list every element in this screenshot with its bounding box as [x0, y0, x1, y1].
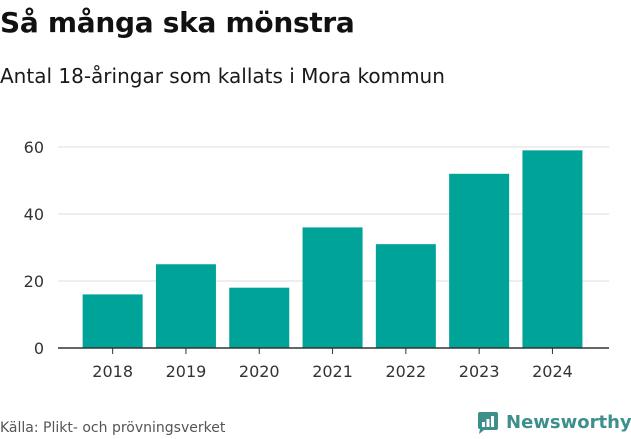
bar	[302, 227, 363, 348]
axes: 0 20 40 60 2018 2019 2020 2021 2022 2023 2024	[24, 138, 609, 381]
x-tick-label: 2020	[239, 362, 280, 381]
bar	[375, 244, 436, 348]
y-tick-label: 20	[24, 272, 44, 291]
x-tick-label: 2023	[459, 362, 500, 381]
x-tick-label: 2024	[532, 362, 573, 381]
bar	[155, 264, 216, 348]
source-note: Källa: Plikt- och prövningsverket	[0, 420, 226, 436]
x-tick-label: 2019	[166, 362, 207, 381]
bars	[82, 150, 583, 348]
chart-title: Så många ska mönstra	[0, 6, 355, 39]
chart-logo-icon	[478, 412, 498, 434]
x-tick-label: 2021	[312, 362, 353, 381]
brand-name: Newsworthy	[506, 411, 631, 433]
y-tick-label: 40	[24, 205, 44, 224]
y-tick-label: 60	[24, 138, 44, 157]
bar	[522, 150, 583, 348]
bar	[449, 173, 510, 348]
bar	[229, 287, 290, 348]
x-tick-label: 2022	[385, 362, 426, 381]
bar	[82, 294, 143, 348]
brand-logo: Newsworthy	[476, 408, 631, 436]
x-tick-label: 2018	[92, 362, 133, 381]
chart-subtitle: Antal 18-åringar som kallats i Mora komm…	[0, 64, 445, 88]
y-tick-label: 0	[34, 339, 44, 358]
